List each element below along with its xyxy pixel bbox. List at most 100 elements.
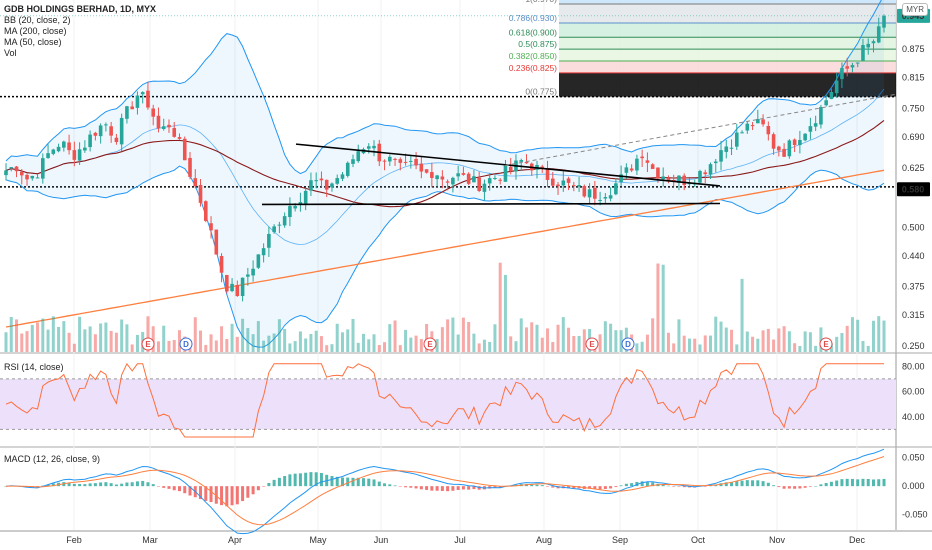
candle-body	[608, 195, 613, 199]
price-tick-label: 0.875	[902, 44, 925, 54]
volume-bar	[251, 334, 255, 352]
volume-bar	[440, 327, 444, 352]
volume-bar	[283, 328, 287, 352]
volume-bar	[524, 327, 528, 352]
rsi-pane-title[interactable]: RSI (14, close)	[4, 362, 64, 372]
macd-pane-title[interactable]: MACD (12, 26, close, 9)	[4, 454, 101, 464]
candle-body	[729, 147, 734, 149]
volume-bar	[845, 325, 849, 352]
volume-bar	[451, 317, 455, 352]
volume-bar	[356, 342, 360, 352]
macd-histogram-bar	[630, 483, 634, 487]
volume-bar	[214, 340, 218, 352]
macd-histogram-bar	[740, 480, 744, 487]
volume-bar	[871, 320, 875, 352]
macd-histogram-bar	[356, 477, 360, 487]
macd-histogram-bar	[383, 483, 387, 487]
candle-body	[598, 199, 602, 201]
macd-histogram-bar	[125, 482, 129, 487]
volume-bar	[530, 322, 534, 352]
candle-body	[119, 117, 124, 145]
currency-label[interactable]: MYR	[902, 3, 928, 16]
macd-histogram-bar	[861, 478, 865, 487]
candle-body	[151, 108, 156, 117]
volume-bar	[719, 321, 723, 352]
legend-ma50[interactable]: MA (50, close)	[4, 37, 62, 47]
legend-bb[interactable]: BB (20, close, 2)	[4, 15, 71, 25]
macd-histogram-bar	[172, 486, 176, 491]
macd-histogram-bar	[346, 477, 350, 487]
volume-bar	[724, 327, 728, 352]
macd-histogram-bar	[682, 486, 686, 488]
macd-histogram-bar	[824, 482, 828, 487]
bollinger-lower	[5, 165, 885, 348]
volume-bar	[20, 333, 24, 352]
candle-body	[519, 160, 524, 162]
macd-histogram-bar	[283, 476, 287, 487]
volume-bar	[745, 331, 749, 352]
fib-zone-top	[559, 0, 896, 4]
macd-histogram-bar	[546, 486, 550, 487]
event-label: D	[183, 340, 189, 349]
candle-body	[635, 158, 639, 171]
volume-bar	[241, 318, 245, 352]
macd-histogram-bar	[672, 486, 676, 487]
event-marker: E	[819, 337, 833, 351]
candle-body	[550, 178, 555, 186]
candle-body	[461, 173, 466, 175]
volume-bar	[351, 318, 355, 352]
volume-bar	[645, 334, 649, 352]
volume-bar	[467, 321, 471, 352]
volume-bar	[703, 335, 707, 352]
volume-bar	[672, 343, 676, 352]
event-marker: E	[141, 337, 155, 351]
volume-bar	[709, 335, 713, 352]
volume-bar	[503, 274, 507, 352]
volume-bar	[372, 334, 376, 352]
volume-bar	[472, 333, 476, 352]
volume-bar	[751, 336, 755, 352]
volume-bar	[62, 321, 66, 352]
macd-histogram-bar	[535, 484, 539, 487]
candle-body	[67, 142, 71, 151]
event-marker: D	[621, 337, 635, 351]
volume-bar	[793, 343, 797, 352]
legend-ma200[interactable]: MA (200, close)	[4, 26, 67, 36]
volume-bar	[651, 318, 655, 352]
macd-histogram-bar	[419, 486, 423, 490]
candle-body	[819, 107, 823, 125]
macd-histogram-bar	[819, 484, 823, 487]
volume-bar	[761, 330, 765, 352]
fib-zone	[559, 23, 896, 38]
macd-histogram-bar	[598, 486, 602, 490]
price-tick-label: 0.315	[902, 310, 925, 320]
macd-histogram-bar	[156, 486, 160, 487]
bollinger-band-fill	[6, 0, 884, 348]
candle-body	[282, 216, 287, 226]
macd-histogram-bar	[782, 486, 786, 489]
candle-body	[146, 90, 150, 108]
volume-bar	[193, 317, 197, 352]
legend-vol[interactable]: Vol	[4, 48, 17, 58]
volume-bar	[298, 331, 302, 352]
macd-tick-label: 0.000	[902, 481, 925, 491]
volume-bar	[777, 328, 781, 352]
volume-bar	[582, 329, 586, 352]
macd-histogram-bar	[845, 478, 849, 487]
candle-body	[330, 183, 334, 188]
macd-histogram-bar	[398, 486, 402, 487]
candle-body	[298, 202, 303, 205]
volume-bar	[177, 330, 181, 352]
candle-body	[477, 177, 481, 191]
candle-body	[745, 123, 750, 131]
macd-histogram-bar	[624, 483, 628, 487]
macd-histogram-bar	[751, 480, 755, 487]
candle-body	[135, 95, 140, 108]
volume-bar	[262, 340, 266, 352]
macd-histogram-bar	[840, 479, 844, 487]
candle-body	[356, 151, 361, 162]
macd-histogram-bar	[435, 486, 439, 491]
fib-zone	[559, 72, 896, 97]
volume-bar	[861, 340, 865, 352]
